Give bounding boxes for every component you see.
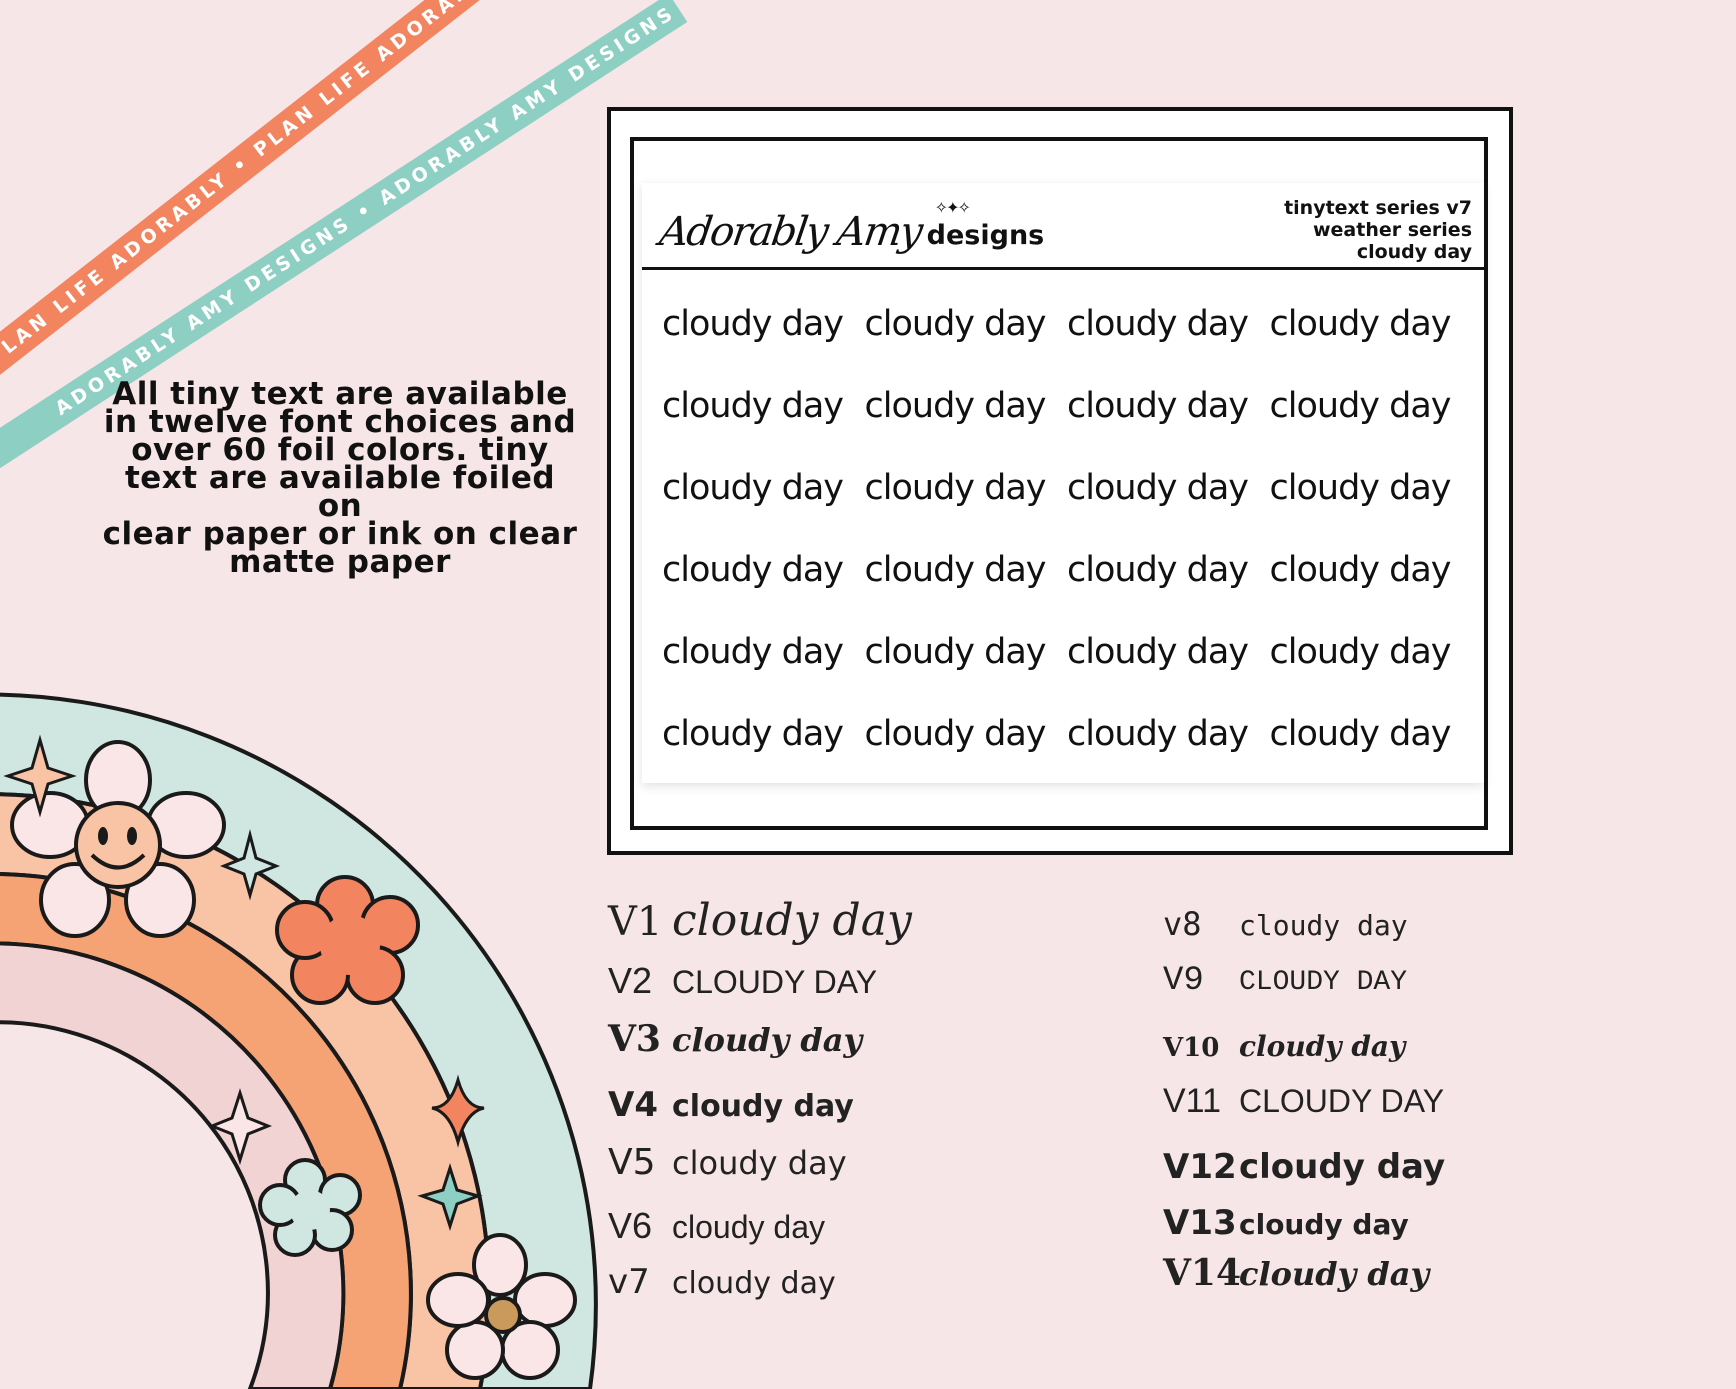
series-title: cloudy day [1356, 241, 1472, 263]
font-variant-row: v8 cloudy day [1163, 905, 1408, 943]
sparkle-icon: ✧✦✧ [934, 198, 971, 217]
font-variant-row: V6 cloudy day [608, 1205, 825, 1247]
sticker-word: cloudy day [864, 468, 1047, 508]
sticker-word: cloudy day [1269, 632, 1452, 672]
description-line: All tiny text are available [112, 376, 568, 412]
series-category: weather series [1312, 219, 1472, 241]
smiley-flower-icon [10, 740, 226, 938]
font-variant-label: V14 [1163, 1252, 1242, 1294]
brand-script: Adorably Amy [656, 209, 924, 255]
font-variant-label: V1 [608, 899, 663, 945]
font-variant-label: V9 [1163, 962, 1204, 1000]
sparkle-icon [207, 1088, 273, 1166]
font-variant-row: V2 CLOUDY DAY [608, 960, 877, 1002]
font-variant-row: V1 cloudy day [608, 895, 912, 946]
font-variant-sample: CLOUDY DAY [672, 964, 878, 1000]
sticker-word: cloudy day [1067, 550, 1249, 590]
sticker-word: cloudy day [662, 550, 844, 590]
font-variant-sample: cloudy day [672, 1144, 847, 1182]
brand-designs-label: designs [926, 220, 1045, 251]
teal-flower-icon [258, 1158, 362, 1257]
font-variant-sample: cloudy day [1239, 909, 1408, 942]
font-variant-row: V12cloudy day [1163, 1147, 1445, 1187]
font-variant-label: V5 [608, 1142, 656, 1183]
font-variant-label: V12 [1163, 1147, 1237, 1187]
sparkle-icon [417, 1163, 483, 1231]
sheet-meta: tinytext series v7 weather series cloudy… [1284, 197, 1472, 263]
font-variant-sample: cloudy day [672, 1021, 863, 1059]
sticker-word: cloudy day [1269, 714, 1452, 754]
sticker-grid: cloudy day cloudy day cloudy day cloudy day… [662, 283, 1472, 775]
font-variant-row: v7 cloudy day [608, 1262, 836, 1302]
header-divider [642, 267, 1484, 270]
font-variant-sample: cloudy day [672, 1209, 825, 1245]
font-variant-sample: cloudy day [672, 895, 912, 946]
sparkle-icon [219, 829, 281, 901]
font-variant-row: V11 CLOUDY DAY [1163, 1082, 1444, 1121]
sticker-sheet-frame: Adorably Amy ✧✦✧ designs tinytext series… [607, 107, 1513, 855]
font-variant-label: V2 [608, 960, 653, 1001]
font-variant-label: V3 [608, 1018, 661, 1060]
brand-designs: ✧✦✧ designs [926, 198, 1045, 251]
product-description: All tiny text are available in twelve fo… [100, 376, 580, 580]
sparkle-icon [431, 1074, 485, 1148]
font-variant-label: V6 [608, 1205, 653, 1246]
font-variant-row: V13cloudy day [1163, 1203, 1409, 1243]
sticker-sheet-border: Adorably Amy ✧✦✧ designs tinytext series… [630, 137, 1488, 830]
font-variant-sample: cloudy day [1239, 1208, 1409, 1241]
font-variant-sample: CLOUDY DAY [1239, 1083, 1445, 1119]
sticker-word: cloudy day [662, 304, 844, 344]
description-line: over 60 foil colors. tiny [131, 432, 549, 468]
sticker-word: cloudy day [864, 714, 1047, 754]
font-variant-label: V4 [608, 1085, 658, 1125]
sticker-word: cloudy day [1067, 386, 1249, 426]
sticker-word: cloudy day [1269, 550, 1452, 590]
daisy-flower-icon [426, 1233, 577, 1380]
sticker-word: cloudy day [662, 468, 844, 508]
sticker-word: cloudy day [662, 386, 844, 426]
sticker-word: cloudy day [662, 714, 844, 754]
font-variant-label: V11 [1163, 1082, 1221, 1120]
font-variant-label: v8 [1163, 905, 1202, 943]
font-variant-row: V10 cloudy day [1163, 1030, 1405, 1063]
series-name: tinytext series v7 [1284, 197, 1472, 219]
sticker-word: cloudy day [864, 632, 1047, 672]
sticker-word: cloudy day [1067, 632, 1249, 672]
font-variant-label: V13 [1163, 1203, 1237, 1243]
sticker-word: cloudy day [864, 550, 1047, 590]
description-line: matte paper [229, 544, 451, 580]
sticker-word: cloudy day [1067, 468, 1249, 508]
font-variant-sample: cloudy day [672, 1266, 836, 1301]
sticker-sheet: Adorably Amy ✧✦✧ designs tinytext series… [642, 183, 1484, 783]
font-variant-sample: cloudy day [1239, 1147, 1446, 1187]
font-variant-row: V14cloudy day [1163, 1252, 1429, 1294]
font-variant-sample: cloudy day [672, 1089, 854, 1124]
sticker-word: cloudy day [1269, 386, 1452, 426]
brand-logo: Adorably Amy ✧✦✧ designs [656, 195, 1045, 255]
font-variant-row: V5 cloudy day [608, 1142, 847, 1183]
font-variant-label: V10 [1163, 1033, 1220, 1063]
description-line: text are available foiled on [124, 460, 556, 524]
font-variant-row: V9 CLOUDY DAY [1163, 962, 1407, 1000]
sticker-word: cloudy day [662, 632, 844, 672]
font-variant-row: V3 cloudy day [608, 1018, 862, 1060]
sticker-word: cloudy day [1269, 304, 1452, 344]
sticker-word: cloudy day [1067, 304, 1249, 344]
font-variant-label: v7 [608, 1262, 650, 1302]
sticker-word: cloudy day [864, 304, 1047, 344]
font-variant-sample: cloudy day [1239, 1030, 1406, 1063]
sticker-word: cloudy day [864, 386, 1047, 426]
font-variant-row: V4 cloudy day [608, 1085, 854, 1125]
font-variant-sample: CLOUDY DAY [1239, 967, 1408, 998]
coral-flower-icon [275, 875, 420, 1005]
sticker-word: cloudy day [1067, 714, 1249, 754]
sticker-word: cloudy day [1269, 468, 1452, 508]
font-variant-sample: cloudy day [1239, 1255, 1430, 1293]
description-line: in twelve font choices and [103, 404, 577, 440]
sparkle-icon [3, 734, 77, 818]
rainbow-illustration [0, 692, 598, 1389]
description-line: clear paper or ink on clear [102, 516, 578, 552]
